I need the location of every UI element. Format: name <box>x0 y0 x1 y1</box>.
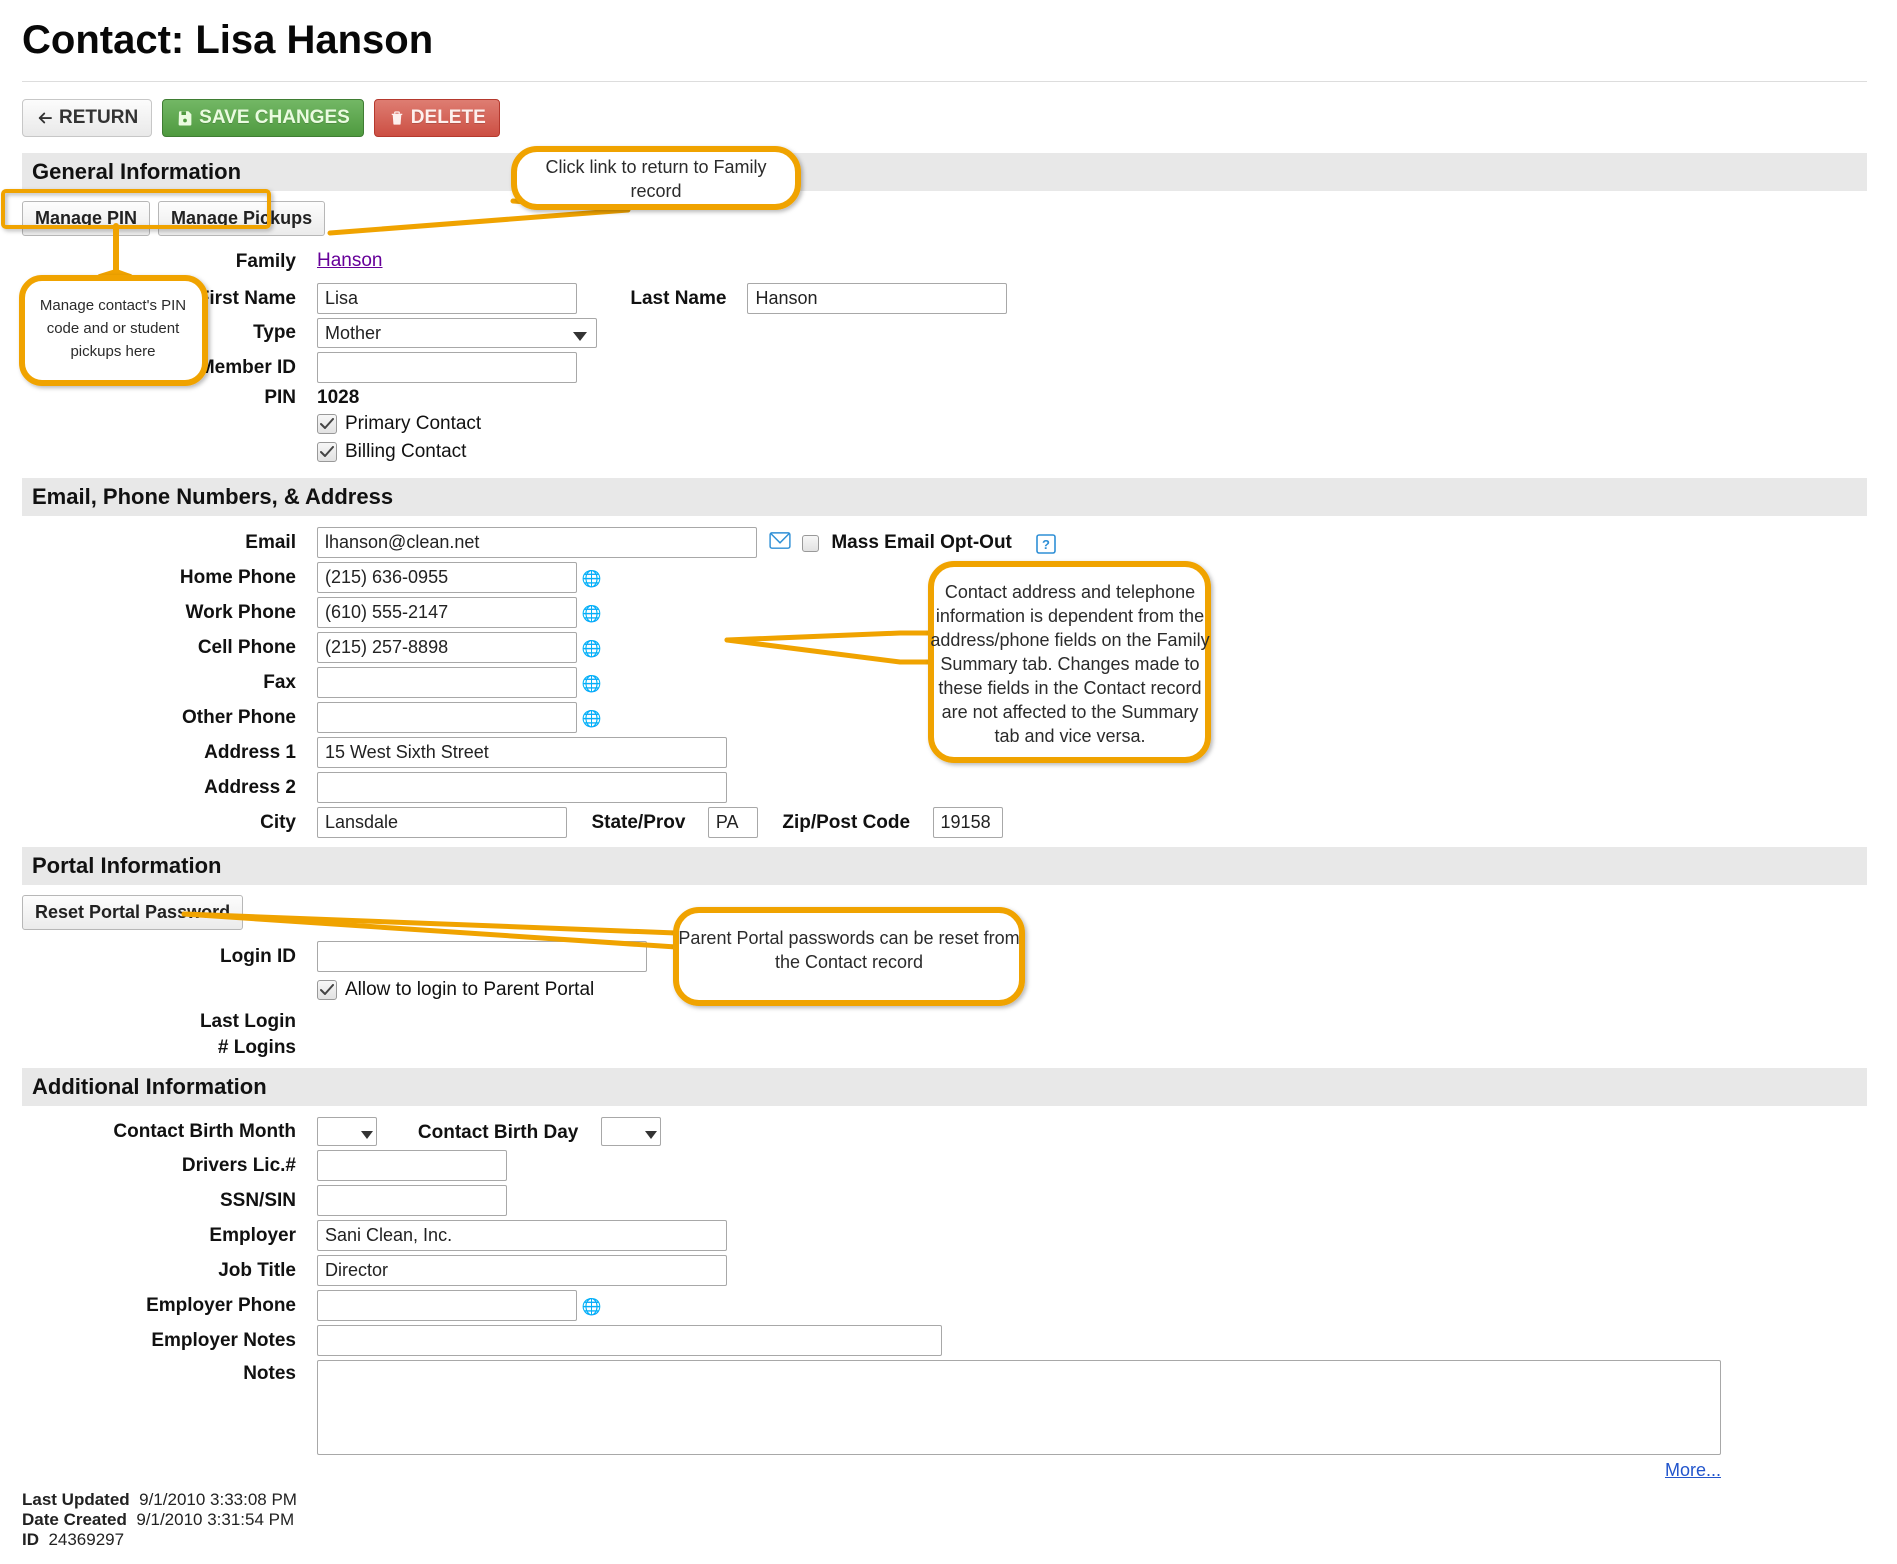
svg-text:?: ? <box>1042 537 1050 552</box>
